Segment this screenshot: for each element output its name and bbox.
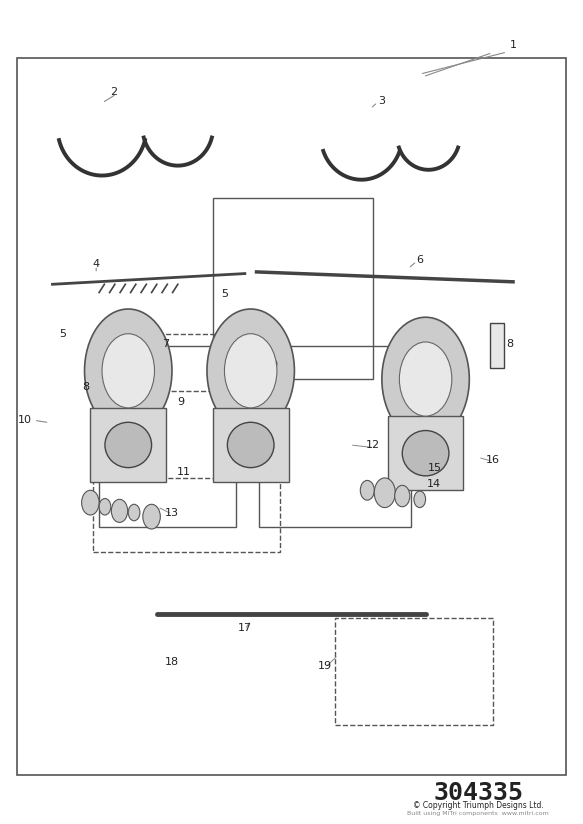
- Ellipse shape: [402, 431, 449, 476]
- Bar: [101, 371, 114, 412]
- Text: 16: 16: [486, 455, 500, 465]
- Text: 304335: 304335: [433, 780, 523, 805]
- Text: 4: 4: [93, 259, 100, 269]
- Text: 11: 11: [177, 467, 191, 477]
- Ellipse shape: [105, 423, 152, 468]
- Circle shape: [82, 490, 99, 515]
- Bar: [90, 408, 166, 482]
- Bar: [335, 618, 493, 725]
- Text: Built using MiTri components  www.mitri.com: Built using MiTri components www.mitri.c…: [407, 811, 549, 816]
- Bar: [213, 408, 289, 482]
- Text: 14: 14: [427, 479, 441, 489]
- Ellipse shape: [227, 423, 274, 468]
- Circle shape: [99, 499, 111, 515]
- Circle shape: [85, 309, 172, 433]
- Bar: [254, 349, 266, 390]
- Circle shape: [382, 317, 469, 441]
- Circle shape: [128, 504, 140, 521]
- Text: 8: 8: [507, 339, 514, 349]
- Bar: [99, 346, 236, 527]
- Bar: [149, 334, 216, 391]
- Text: 1: 1: [510, 40, 517, 50]
- Text: 5: 5: [221, 289, 228, 299]
- Bar: [17, 58, 566, 775]
- Circle shape: [414, 491, 426, 508]
- Text: 6: 6: [416, 255, 423, 265]
- Circle shape: [143, 504, 160, 529]
- Circle shape: [395, 485, 410, 507]
- Text: 7: 7: [163, 339, 170, 349]
- Text: 19: 19: [318, 661, 332, 671]
- Text: 15: 15: [427, 463, 441, 473]
- Text: 18: 18: [165, 657, 179, 667]
- Text: 13: 13: [165, 508, 179, 517]
- Text: 9: 9: [271, 360, 278, 370]
- Circle shape: [224, 334, 277, 408]
- Text: 12: 12: [366, 440, 380, 450]
- Circle shape: [360, 480, 374, 500]
- Text: 5: 5: [59, 329, 66, 339]
- Circle shape: [399, 342, 452, 416]
- Text: 10: 10: [17, 415, 31, 425]
- Text: 2: 2: [110, 87, 117, 97]
- Text: 3: 3: [378, 96, 385, 105]
- Text: 17: 17: [238, 623, 252, 633]
- Bar: [93, 478, 280, 552]
- Circle shape: [207, 309, 294, 433]
- Circle shape: [374, 478, 395, 508]
- Text: 8: 8: [83, 382, 90, 392]
- Bar: [490, 323, 504, 368]
- Bar: [213, 198, 373, 379]
- Circle shape: [102, 334, 154, 408]
- Text: 9: 9: [177, 397, 184, 407]
- Bar: [388, 416, 463, 490]
- Circle shape: [111, 499, 128, 522]
- Bar: [259, 346, 411, 527]
- Text: © Copyright Triumph Designs Ltd.: © Copyright Triumph Designs Ltd.: [413, 802, 543, 810]
